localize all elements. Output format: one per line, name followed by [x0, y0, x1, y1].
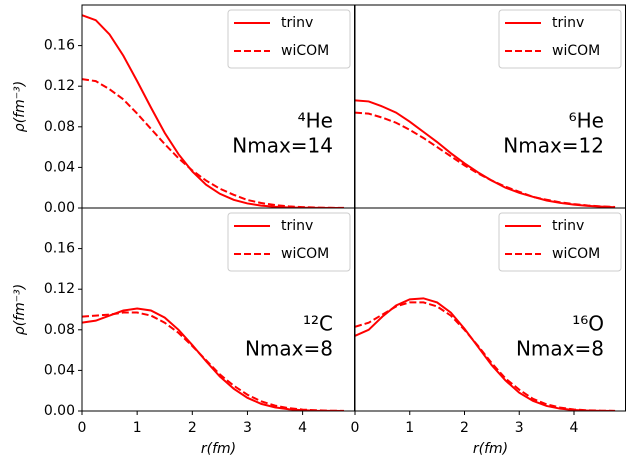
legend-box [227, 9, 351, 69]
annotation: Nmax=14 [232, 134, 333, 158]
legend-label: trinv [552, 15, 584, 31]
series-line [355, 111, 616, 208]
y-tick-label: 0.04 [44, 362, 75, 378]
y-tick-label: 0.16 [44, 241, 75, 257]
annotation: Nmax=8 [516, 337, 604, 361]
x-tick-label: 2 [460, 420, 469, 436]
x-axis-label: r(fm) [473, 441, 508, 457]
annotation: Nmax=12 [503, 134, 604, 158]
series-line [82, 311, 344, 411]
y-tick-label: 0.08 [44, 119, 75, 135]
x-tick-label: 3 [243, 420, 252, 436]
legend-label: trinv [552, 218, 584, 234]
x-tick-label: 0 [78, 420, 87, 436]
y-tick-label: 0.12 [44, 78, 75, 94]
x-tick-label: 4 [298, 420, 307, 436]
y-axis-label: ρ(fm⁻³) [12, 81, 28, 132]
series-line [355, 301, 616, 411]
x-tick-label: 0 [351, 420, 360, 436]
y-tick-label: 0.08 [44, 322, 75, 338]
y-axis-label: ρ(fm⁻³) [12, 284, 28, 335]
y-tick-label: 0.04 [44, 159, 75, 175]
annotation: ⁴He [298, 109, 333, 133]
legend-label: trinv [281, 15, 313, 31]
legend-label: wiCOM [281, 43, 329, 59]
legend-box [498, 212, 622, 272]
x-tick-label: 3 [515, 420, 524, 436]
legend-label: wiCOM [552, 246, 600, 262]
y-tick-label: 0.16 [44, 38, 75, 54]
legend-box [498, 9, 622, 69]
y-tick-label: 0.12 [44, 281, 75, 297]
y-tick-label: 0.00 [44, 200, 75, 216]
legend-box [227, 212, 351, 272]
annotation: ¹⁶O [572, 312, 604, 336]
x-tick-label: 1 [405, 420, 414, 436]
x-tick-label: 2 [188, 420, 197, 436]
annotation: ⁶He [569, 109, 604, 133]
annotation: Nmax=8 [245, 337, 333, 361]
legend-label: trinv [281, 218, 313, 234]
legend-label: wiCOM [552, 43, 600, 59]
series-line [82, 78, 344, 208]
annotation: ¹²C [303, 312, 333, 336]
x-tick-label: 4 [570, 420, 579, 436]
legend-label: wiCOM [281, 246, 329, 262]
x-tick-label: 1 [133, 420, 142, 436]
y-tick-label: 0.00 [44, 403, 75, 419]
x-axis-label: r(fm) [201, 441, 236, 457]
